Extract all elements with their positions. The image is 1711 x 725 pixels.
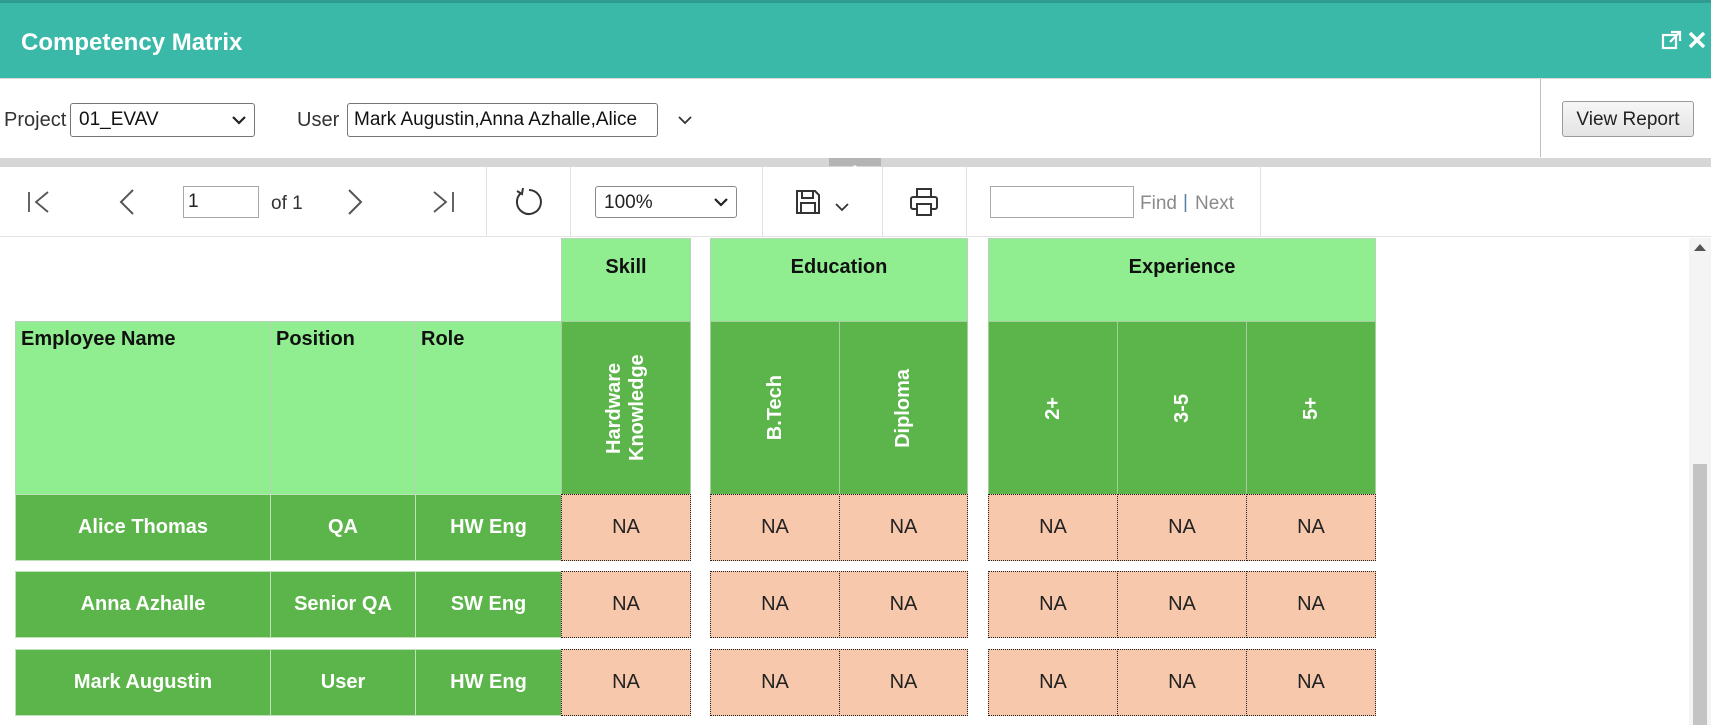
next-link[interactable]: Next — [1195, 193, 1235, 214]
zoom-select[interactable]: 100% — [595, 186, 737, 218]
find-input[interactable] — [990, 186, 1134, 218]
scrollbar-thumb[interactable] — [1693, 464, 1707, 725]
matrix-cell: NA — [1246, 649, 1376, 716]
project-value: 01_EVAV — [79, 109, 159, 130]
last-page-icon[interactable] — [430, 189, 456, 220]
matrix-cell: NA — [710, 494, 840, 561]
report-viewport: Skill Education Experience Employee Name… — [0, 238, 1711, 725]
matrix-cell: NA — [1117, 494, 1247, 561]
column-header-exp-2: 2+ — [988, 321, 1118, 495]
collapse-handle[interactable] — [829, 158, 881, 169]
column-header-hardware-knowledge: Hardware Knowledge — [561, 321, 691, 495]
matrix-cell: NA — [988, 494, 1118, 561]
title-bar: Competency Matrix — [0, 0, 1711, 78]
param-divider — [1540, 79, 1541, 157]
user-label: User — [297, 109, 340, 131]
user-dropdown-chevron-icon[interactable] — [677, 113, 693, 132]
save-icon[interactable] — [794, 188, 822, 221]
find-link[interactable]: Find — [1140, 193, 1177, 214]
chevron-down-icon — [714, 198, 728, 207]
matrix-cell: NA — [1246, 494, 1376, 561]
matrix-cell: NA — [839, 494, 968, 561]
matrix-cell: NA — [839, 571, 968, 638]
row-employee-name: Anna Azhalle — [15, 571, 271, 638]
matrix-cell: NA — [1246, 571, 1376, 638]
column-header-btech: B.Tech — [710, 321, 840, 495]
matrix-cell: NA — [839, 649, 968, 716]
column-header-employee-name: Employee Name — [15, 321, 271, 495]
view-report-button[interactable]: View Report — [1562, 101, 1694, 137]
next-page-icon[interactable] — [344, 187, 366, 222]
matrix-cell: NA — [1117, 649, 1247, 716]
matrix-cell: NA — [561, 649, 691, 716]
vertical-scrollbar[interactable] — [1689, 238, 1711, 725]
project-label: Project — [4, 109, 67, 131]
group-header-experience: Experience — [988, 238, 1376, 322]
matrix-cell: NA — [561, 571, 691, 638]
matrix-cell: NA — [988, 571, 1118, 638]
column-header-exp-2-label: 2+ — [1041, 396, 1064, 420]
toolbar-divider — [882, 167, 883, 237]
save-chevron-down-icon[interactable] — [834, 200, 850, 218]
row-position: User — [270, 649, 416, 716]
matrix-cell: NA — [710, 571, 840, 638]
user-field[interactable]: Mark Augustin,Anna Azhalle,Alice — [347, 103, 658, 137]
column-header-hardware-knowledge-label: Hardware Knowledge — [603, 354, 648, 462]
parameter-bar: Project 01_EVAV User Mark Augustin,Anna … — [0, 78, 1711, 158]
popout-icon[interactable] — [1661, 29, 1683, 55]
toolbar-divider — [1260, 167, 1261, 237]
toolbar-divider — [966, 167, 967, 237]
project-select[interactable]: 01_EVAV — [70, 103, 255, 137]
row-role: SW Eng — [415, 571, 562, 638]
first-page-icon[interactable] — [26, 189, 52, 220]
toolbar-divider — [486, 167, 487, 237]
column-header-exp-3-5-label: 3-5 — [1170, 393, 1193, 423]
toolbar-divider — [570, 167, 571, 237]
matrix-cell: NA — [561, 494, 691, 561]
column-header-diploma-label: Diploma — [892, 368, 914, 448]
matrix-cell: NA — [1117, 571, 1247, 638]
page-count-label: of 1 — [271, 193, 303, 214]
column-header-position: Position — [270, 321, 416, 495]
page-number-input[interactable]: 1 — [183, 186, 259, 218]
toolbar-divider — [762, 167, 763, 237]
group-header-education: Education — [710, 238, 968, 322]
row-employee-name: Mark Augustin — [15, 649, 271, 716]
column-header-role: Role — [415, 321, 562, 495]
find-separator: | — [1183, 192, 1188, 213]
column-header-exp-5: 5+ — [1246, 321, 1376, 495]
close-icon[interactable] — [1687, 29, 1707, 55]
print-icon[interactable] — [909, 187, 939, 222]
matrix-cell: NA — [710, 649, 840, 716]
splitter[interactable] — [0, 158, 1711, 169]
chevron-down-icon — [232, 116, 246, 125]
user-value: Mark Augustin,Anna Azhalle,Alice — [354, 109, 638, 130]
row-role: HW Eng — [415, 494, 562, 561]
column-header-exp-3-5: 3-5 — [1117, 321, 1247, 495]
row-role: HW Eng — [415, 649, 562, 716]
refresh-icon[interactable] — [513, 185, 545, 224]
column-header-btech-label: B.Tech — [763, 375, 786, 441]
column-header-exp-5-label: 5+ — [1299, 396, 1322, 420]
group-header-skill: Skill — [561, 238, 691, 322]
row-position: Senior QA — [270, 571, 416, 638]
row-employee-name: Alice Thomas — [15, 494, 271, 561]
report-toolbar: 1 of 1 100% Find | Next — [0, 167, 1711, 237]
column-header-diploma: Diploma — [839, 321, 968, 495]
matrix-cell: NA — [988, 649, 1118, 716]
previous-page-icon[interactable] — [116, 187, 138, 222]
row-position: QA — [270, 494, 416, 561]
window-title: Competency Matrix — [21, 29, 243, 56]
zoom-value: 100% — [604, 192, 653, 213]
scroll-up-icon[interactable] — [1694, 244, 1706, 251]
